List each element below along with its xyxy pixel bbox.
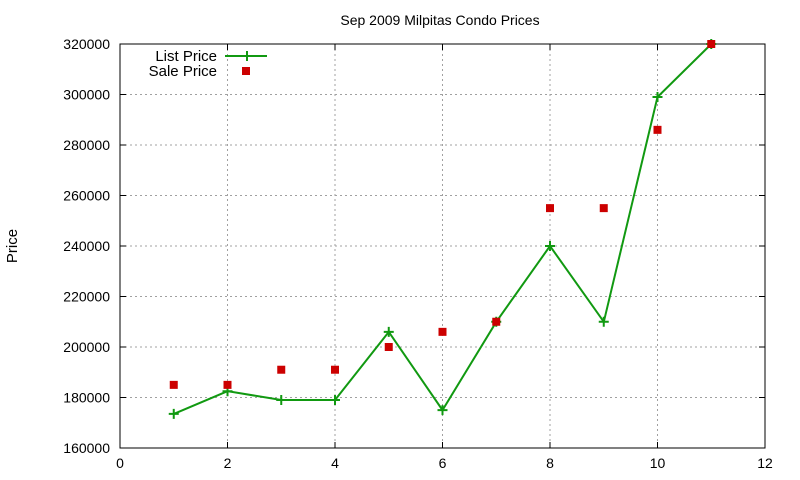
legend-marker-sale-price: [242, 67, 250, 75]
legend: List Price Sale Price: [149, 48, 267, 80]
list-price-point: [545, 241, 555, 251]
legend-label-list-price: List Price: [155, 48, 217, 65]
x-tick-label: 2: [224, 455, 232, 471]
y-tick-label: 280000: [63, 137, 110, 153]
grid-layer: [120, 44, 765, 448]
list-price-point: [652, 92, 663, 103]
x-tick-label: 4: [331, 455, 339, 471]
x-tick-label: 8: [546, 455, 554, 471]
sale-price-point: [331, 365, 339, 374]
sale-price-point: [438, 327, 447, 336]
sale-price-point: [546, 204, 554, 213]
y-tick-label: 220000: [63, 289, 110, 305]
y-tick-label: 160000: [63, 440, 110, 456]
x-tick-label: 6: [439, 455, 447, 471]
list-price-point: [598, 316, 609, 327]
y-tick-label: 300000: [63, 87, 110, 103]
x-tick-label: 10: [650, 455, 666, 471]
x-tick-label: 0: [116, 455, 124, 471]
y-tick-label: 240000: [63, 238, 110, 254]
sale-price-point: [599, 204, 608, 213]
list-price-point: [276, 395, 287, 406]
y-tick-label: 180000: [63, 390, 110, 406]
tick-layer: 0 2 4 6 8 10 12 160000 180000 200000 220000 240000 2…: [63, 36, 773, 471]
sale-price-point: [707, 40, 716, 48]
list-price-point: [437, 405, 448, 416]
sale-price-point: [384, 343, 393, 351]
sale-price-point: [277, 365, 286, 374]
list-price-point: [168, 408, 179, 419]
y-tick-label: 320000: [63, 36, 110, 52]
sale-price-point: [169, 380, 178, 389]
sale-price-point: [653, 125, 662, 134]
sale-price-point: [223, 380, 232, 389]
sale-price-point: [492, 317, 501, 326]
y-tick-label: 260000: [63, 188, 110, 204]
legend-marker-list-price: [242, 51, 252, 61]
list-price-point: [330, 395, 340, 406]
legend-label-sale-price: Sale Price: [149, 63, 217, 80]
chart-title: Sep 2009 Milpitas Condo Prices: [340, 12, 539, 28]
y-axis-label: Price: [4, 229, 21, 263]
series-layer: [168, 39, 717, 419]
list-price-point: [383, 326, 394, 337]
y-tick-label: 200000: [63, 339, 110, 355]
x-tick-label: 12: [757, 455, 773, 471]
